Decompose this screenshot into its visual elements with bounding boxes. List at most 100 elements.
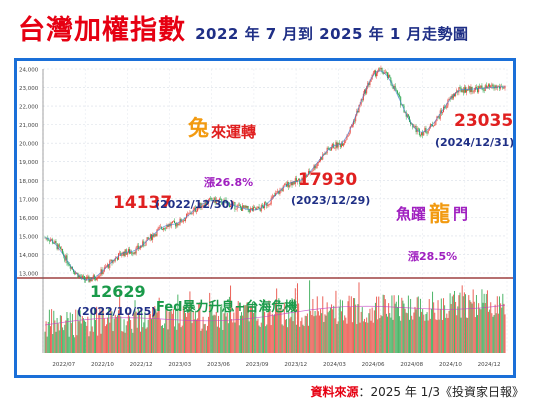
volume-bar [91,326,93,353]
page-title: 台灣加權指數 2022 年 7 月到 2025 年 1 月走勢圖 [18,8,469,47]
volume-bar [382,294,384,353]
candle-body [354,120,356,122]
candle-body [236,205,238,210]
volume-bar [255,304,257,353]
volume-bar [434,312,436,353]
volume-bar [77,310,79,353]
candle-body [329,149,331,151]
volume-bar [391,295,393,353]
volume-bar [383,295,385,353]
candle-body [225,200,227,203]
volume-bar [204,323,206,353]
candle-body [182,220,184,222]
candle-body [445,107,447,109]
candle-body [199,202,201,207]
candle-body [144,245,146,247]
candle-body [217,199,219,201]
candle-body [53,243,55,244]
volume-bar [47,322,49,353]
candle-body [129,249,131,254]
volume-bar [260,322,262,353]
candle-body [342,143,344,146]
volume-bar [369,308,371,353]
candle-body [258,206,260,209]
candle-body [226,202,228,203]
candle-body [203,205,205,207]
volume-bar [132,332,134,353]
volume-bar [103,318,105,353]
volume-bar [502,293,504,353]
volume-bar [374,302,376,353]
y-tick-label: 17,000 [19,197,39,203]
volume-bar [172,309,174,353]
volume-bar [372,322,374,353]
candle-body [210,198,212,199]
candle-body [428,127,430,131]
candle-body [87,276,89,278]
volume-bar [459,292,461,353]
volume-bar [376,296,378,353]
candle-body [183,220,185,222]
candle-body [131,252,133,254]
volume-bar [334,318,336,353]
candle-body [102,271,104,274]
volume-bar [326,302,328,353]
candle-body [384,72,386,73]
volume-bar [124,332,126,353]
volume-bar [144,311,146,353]
candle-body [238,204,240,206]
candle-body [468,86,470,91]
volume-bar [268,300,270,353]
volume-bar [52,334,54,353]
volume-bar [69,312,71,353]
volume-bar [225,316,227,353]
volume-bar [155,308,157,353]
candle-body [110,260,112,261]
source-note: 資料來源：2025 年 1/3《投資家日報》 [311,383,525,400]
volume-bar [455,301,457,353]
candle-body [156,229,158,236]
volume-bar [468,295,470,353]
phase2-word2: 龍 [429,202,450,226]
x-tick-label: 2023/03 [168,362,191,368]
volume-bar [349,307,351,353]
volume-bar [451,296,453,353]
volume-bar [469,300,471,353]
volume-bar [271,313,273,353]
volume-bar [129,316,131,353]
volume-bar [394,303,396,353]
candle-body [132,253,134,255]
volume-bar [136,327,138,353]
candle-body [202,205,204,206]
candle-body [64,256,66,261]
volume-bar [135,311,137,353]
candle-body [127,249,129,253]
volume-bar [421,311,423,353]
candle-body [95,279,97,280]
candle-body [369,81,371,85]
y-tick-label: 21,000 [19,123,39,129]
candle-body [378,68,380,72]
candle-body [379,68,381,70]
volume-bar [331,304,333,353]
volume-bar [243,304,245,353]
volume-bar [329,307,331,353]
y-tick-label: 23,000 [19,86,39,92]
volume-bar [286,319,288,353]
volume-bar [141,309,143,353]
volume-bar [276,288,278,353]
candle-body [489,84,491,88]
y-tick-label: 14,000 [19,253,39,259]
candle-body [273,195,275,196]
volume-bar [70,323,72,353]
x-tick-label: 2023/12 [284,362,307,368]
volume-bar [491,313,493,353]
candle-body [249,208,251,213]
volume-bar [272,315,274,353]
candle-body [430,124,432,125]
volume-bar [208,316,210,353]
volume-bar [275,303,277,353]
volume-bar [456,315,458,353]
title-subtitle: 2022 年 7 月到 2025 年 1 月走勢圖 [195,25,469,43]
volume-bar [294,288,296,353]
